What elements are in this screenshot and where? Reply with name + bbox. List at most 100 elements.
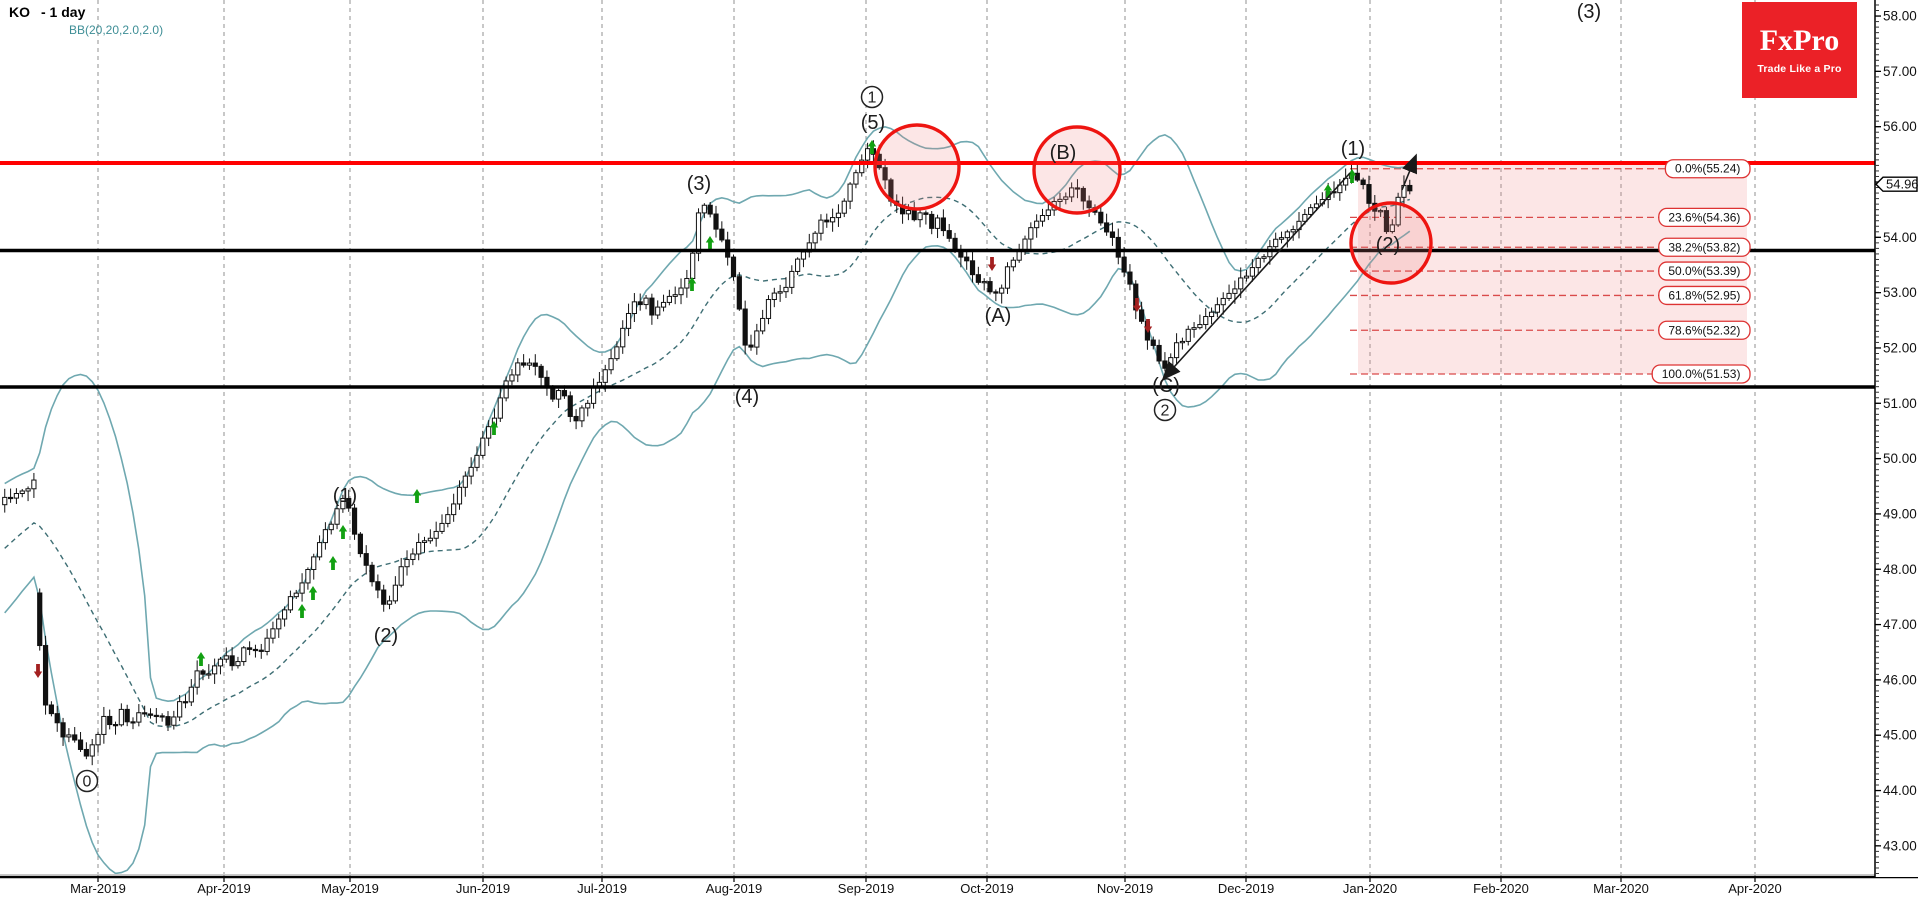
month-gridlines	[97, 0, 1756, 877]
month-tick-label: Feb-2020	[1473, 881, 1529, 896]
month-tick-label: Aug-2019	[706, 881, 762, 896]
buy-signal-arrow-icon	[687, 277, 697, 291]
price-tick-label: 46.00	[1883, 672, 1917, 687]
fib-label-box[interactable]	[1658, 320, 1751, 340]
wave-label: (2)	[374, 625, 398, 647]
price-tick-label: 43.00	[1883, 838, 1917, 853]
wave-label: 2	[1161, 403, 1170, 420]
candles-layer	[2, 140, 1413, 766]
fxpro-logo: FxPro Trade Like a Pro	[1742, 2, 1857, 98]
price-tick-label: 57.00	[1883, 64, 1917, 79]
fib-label-box[interactable]	[1658, 261, 1751, 281]
buy-signal-arrow-icon	[297, 604, 307, 618]
wave-label: (4)	[735, 386, 759, 408]
buy-signal-arrow-icon	[867, 140, 877, 154]
price-tick-label: 53.00	[1883, 285, 1917, 300]
fib-label-text: 0.0%(55.24)	[1675, 162, 1740, 176]
buy-signal-arrow-icon	[489, 421, 499, 435]
bb-middle-band	[4, 196, 1411, 728]
fib-label-box[interactable]	[1651, 364, 1751, 384]
month-tick-label: Jul-2019	[577, 881, 627, 896]
wave-highlight-circles	[873, 123, 1433, 285]
fib-label-text: 50.0%(53.39)	[1668, 264, 1740, 278]
fib-label-box[interactable]	[1658, 207, 1751, 228]
wave-label: (2)	[1376, 234, 1400, 256]
indicator-label: BB(20,20,2.0,2.0)	[69, 23, 164, 37]
buy-signal-arrow-icon	[196, 652, 206, 666]
sell-signal-arrow-icon	[33, 664, 43, 678]
month-tick-label: Dec-2019	[1218, 881, 1274, 896]
symbol-label: KO	[9, 4, 30, 20]
buy-signal-arrow-icon	[1347, 169, 1357, 183]
fib-label-box[interactable]	[1664, 159, 1751, 179]
price-tick-label: 58.00	[1883, 9, 1917, 24]
highlight-circle	[873, 123, 961, 211]
price-tick-label: 51.00	[1883, 396, 1917, 411]
price-tick-label: 52.00	[1883, 340, 1917, 355]
fib-label-box[interactable]	[1658, 285, 1751, 306]
fib-label-text: 100.0%(51.53)	[1662, 367, 1741, 381]
buy-signal-arrow-icon	[328, 556, 338, 570]
month-tick-label: May-2019	[321, 881, 379, 896]
current-price-tag: 54.96	[1875, 176, 1918, 192]
buy-signal-arrow-icon	[308, 586, 318, 600]
fib-label-box[interactable]	[1658, 237, 1751, 257]
buy-signal-arrow-icon	[705, 236, 715, 250]
buy-signal-arrow-icon	[1323, 184, 1333, 198]
highlight-circle	[1349, 201, 1433, 285]
svg-text:54.96: 54.96	[1886, 177, 1918, 192]
price-tick-label: 50.00	[1883, 451, 1917, 466]
wave-label-circle	[1153, 398, 1177, 422]
month-tick-label: Apr-2019	[197, 881, 250, 896]
trend-arrow	[1401, 153, 1417, 191]
wave-label: (5)	[861, 112, 885, 134]
highlight-circle	[1032, 125, 1122, 215]
sell-signal-arrow-icon	[1143, 319, 1153, 333]
trend-arrow	[1161, 172, 1351, 381]
wave-label: (3)	[687, 173, 711, 195]
fib-label-text: 23.6%(54.36)	[1668, 210, 1740, 224]
fib-labels: 0.0%(55.24) 23.6%(54.36) 38.2%(53.82) 50.0%…	[1651, 159, 1751, 384]
price-tick-label: 45.00	[1883, 728, 1917, 743]
fib-label-text: 78.6%(52.32)	[1668, 323, 1740, 337]
fib-label-text: 61.8%(52.95)	[1668, 288, 1740, 302]
chart-title-bar: KO - 1 day BB(20,20,2.0,2.0)	[9, 4, 163, 37]
price-tick-label: 56.00	[1883, 119, 1917, 134]
month-tick-label: Jun-2019	[456, 881, 510, 896]
wave-label: (C)	[1152, 375, 1180, 397]
price-axis[interactable]: 58.0057.0056.0055.0054.0053.0052.0051.00…	[1874, 0, 1918, 877]
time-axis[interactable]: Mar-2019 Apr-2019 May-2019 Jun-2019 Jul-2019…	[0, 874, 1918, 898]
month-tick-label: Apr-2020	[1728, 881, 1781, 896]
month-tick-label: Mar-2020	[1593, 881, 1649, 896]
bb-lower-band	[4, 230, 1411, 875]
timeframe-label: - 1 day	[41, 4, 86, 20]
bb-upper-band	[4, 125, 1410, 703]
month-tick-label: Sep-2019	[838, 881, 894, 896]
month-tick-label: Jan-2020	[1343, 881, 1397, 896]
trend-arrows	[1161, 153, 1417, 381]
wave-label: (A)	[985, 305, 1012, 327]
sell-signal-arrow-icon	[987, 257, 997, 271]
price-tick-label: 49.00	[1883, 506, 1917, 521]
signal-arrows	[33, 140, 1357, 678]
wave-labels: 0 (1) (2) (3) (4) (5) 1 (A) (B) (C) 2 (1) (2) (3)	[75, 1, 1601, 793]
horizontal-levels[interactable]	[0, 161, 1875, 389]
month-tick-label: Nov-2019	[1097, 881, 1153, 896]
month-tick-label: Oct-2019	[960, 881, 1013, 896]
bollinger-bands	[4, 125, 1411, 875]
wave-label-circle	[75, 769, 99, 793]
wave-label: (B)	[1050, 142, 1077, 164]
buy-signal-arrow-icon	[412, 489, 422, 503]
fxpro-brand-text: FxPro	[1759, 24, 1840, 57]
price-tick-label: 47.00	[1883, 617, 1917, 632]
fib-label-text: 38.2%(53.82)	[1668, 240, 1740, 254]
price-tick-label: 54.00	[1883, 230, 1917, 245]
wave-label-circle	[860, 85, 884, 109]
wave-label: (1)	[1341, 138, 1365, 160]
buy-signal-arrow-icon	[338, 525, 348, 539]
price-tick-label: 48.00	[1883, 562, 1917, 577]
price-tick-label: 44.00	[1883, 783, 1917, 798]
